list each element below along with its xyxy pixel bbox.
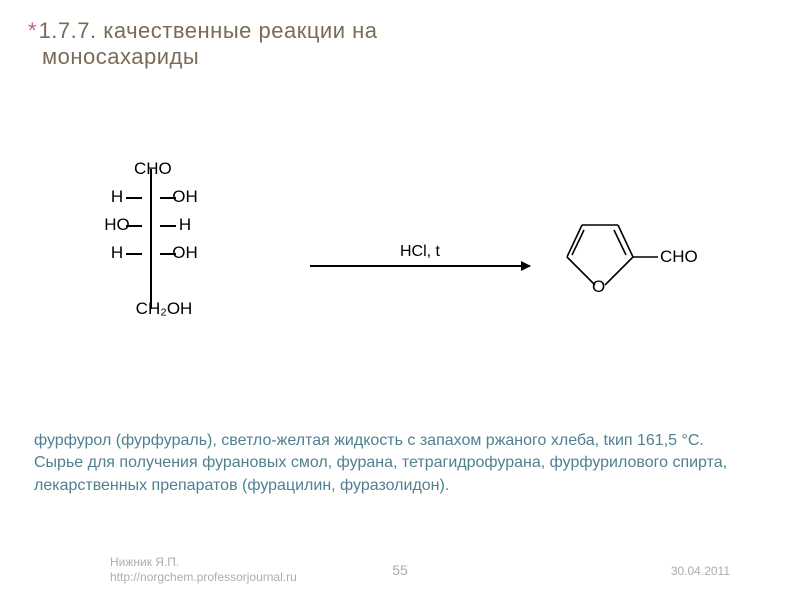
title-line1: 1.7.7. качественные реакции на: [39, 18, 378, 43]
arrow-line: [310, 265, 530, 267]
title-line2: моносахариды: [42, 44, 378, 70]
reaction-arrow: HCl, t: [310, 243, 530, 267]
caption-text: фурфурол (фурфураль), светло-желтая жидк…: [34, 430, 754, 497]
fischer-r1-right: OH: [168, 187, 202, 207]
furfural-structure: O CHO: [550, 215, 640, 295]
fischer-r2-right: H: [168, 215, 202, 235]
footer-url: http://norgchem.professorjournal.ru: [110, 570, 297, 586]
furan-ring: O CHO: [550, 215, 640, 295]
reaction-scheme: CHO H OH HO H H OH CH₂OH HCl,: [100, 155, 700, 355]
fischer-r4: CH₂OH: [134, 299, 194, 319]
footer-author: Нижник Я.П.: [110, 555, 297, 571]
slide-title-block: *1.7.7. качественные реакции на моносаха…: [28, 18, 378, 70]
furfural-cho: CHO: [660, 247, 698, 267]
footer-author-block: Нижник Я.П. http://norgchem.professorjou…: [110, 555, 297, 586]
footer-page-number: 55: [392, 562, 408, 578]
fischer-backbone: [150, 169, 152, 309]
fischer-r3-right: OH: [168, 243, 202, 263]
fischer-projection: CHO H OH HO H H OH CH₂OH: [100, 155, 228, 323]
title-asterisk: *: [28, 18, 37, 43]
arrow-label: HCl, t: [310, 243, 530, 261]
footer-date: 30.04.2011: [671, 564, 730, 578]
fischer-r0: CHO: [134, 159, 168, 179]
furan-oxygen: O: [592, 277, 605, 297]
